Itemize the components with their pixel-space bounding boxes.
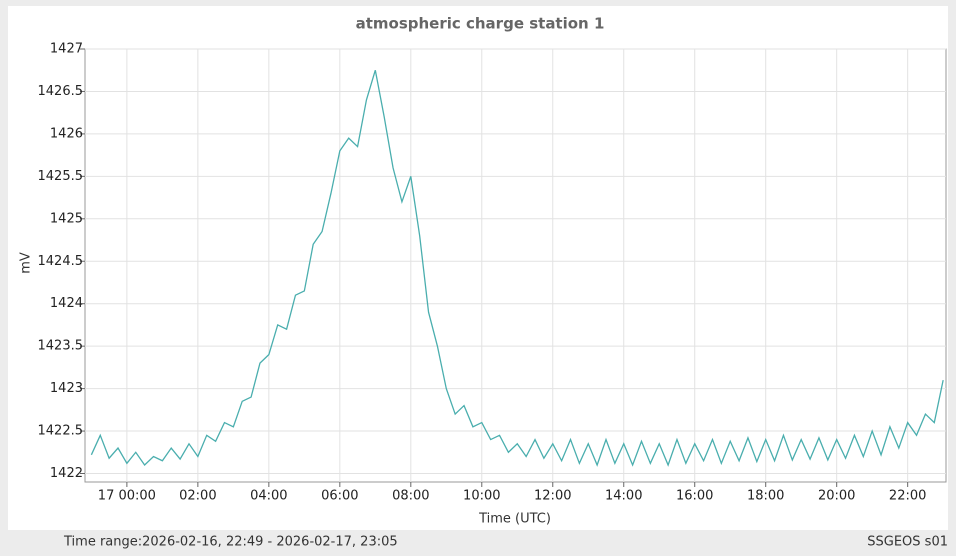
x-tick-label: 22:00 xyxy=(889,489,926,504)
grid: 1422 1422.5 1423 1423.5 1424 1424.5 1425 1425.5… xyxy=(38,42,946,504)
x-tick-label: 08:00 xyxy=(392,489,429,504)
x-tick-label: 16:00 xyxy=(676,489,713,504)
x-tick-label: 14:00 xyxy=(605,489,642,504)
y-tick-label: 1426.5 xyxy=(38,84,84,99)
x-tick-label: 02:00 xyxy=(179,489,216,504)
x-tick-label: 04:00 xyxy=(250,489,287,504)
y-tick-label: 1424 xyxy=(50,296,83,311)
y-tick-label: 1427 xyxy=(50,42,83,57)
y-tick-label: 1426 xyxy=(50,126,83,141)
x-tick-label: 10:00 xyxy=(463,489,500,504)
x-axis-label: Time (UTC) xyxy=(478,512,551,527)
x-tick-label: 18:00 xyxy=(747,489,784,504)
x-tick-label: 17 00:00 xyxy=(98,489,156,504)
x-tick-label: 06:00 xyxy=(321,489,358,504)
y-tick-label: 1422.5 xyxy=(38,424,84,439)
y-tick-label: 1424.5 xyxy=(38,254,84,269)
y-tick-label: 1422 xyxy=(50,466,83,481)
footer-right: SSGEOS s01 xyxy=(867,535,948,550)
data-line xyxy=(90,70,944,467)
marks xyxy=(90,70,944,467)
y-axis-label: mV xyxy=(19,252,34,274)
y-tick-label: 1423.5 xyxy=(38,339,84,354)
x-tick-label: 12:00 xyxy=(534,489,571,504)
plot-area xyxy=(84,48,947,483)
y-tick-label: 1423 xyxy=(50,381,83,396)
x-tick-label: 20:00 xyxy=(818,489,855,504)
y-tick-label: 1425 xyxy=(50,211,83,226)
footer-left: Time range:2026-02-16, 22:49 - 2026-02-1… xyxy=(63,535,398,550)
y-tick-label: 1425.5 xyxy=(38,169,84,184)
chart-title: atmospheric charge station 1 xyxy=(356,15,605,33)
